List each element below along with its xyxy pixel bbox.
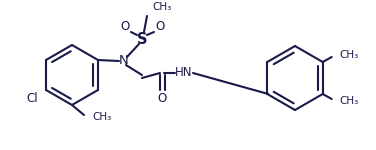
Text: CH₃: CH₃	[340, 96, 359, 106]
Text: CH₃: CH₃	[92, 112, 111, 122]
Text: O: O	[157, 92, 167, 105]
Text: Cl: Cl	[26, 92, 38, 105]
Text: HN: HN	[175, 66, 193, 80]
Text: O: O	[155, 21, 165, 33]
Text: CH₃: CH₃	[152, 2, 171, 12]
Text: N: N	[119, 54, 129, 68]
Text: S: S	[137, 32, 147, 46]
Text: CH₃: CH₃	[340, 50, 359, 60]
Text: O: O	[120, 21, 130, 33]
